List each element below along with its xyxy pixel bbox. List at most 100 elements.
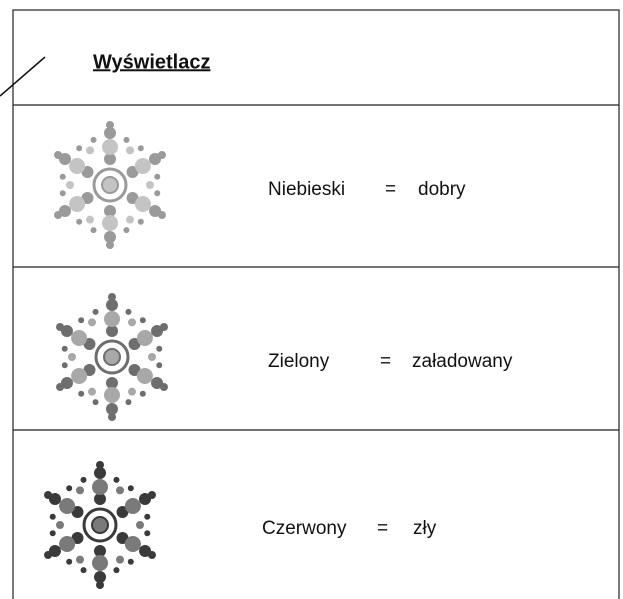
- flake-dot: [59, 536, 76, 552]
- flake-dot: [61, 362, 68, 369]
- flake-dot: [96, 581, 104, 589]
- flake-dot: [86, 146, 94, 155]
- flake-dot: [147, 491, 156, 499]
- equals-sign: =: [377, 518, 388, 539]
- flake-dot: [104, 127, 116, 139]
- flake-dot: [128, 387, 136, 396]
- flake-dot: [106, 377, 118, 389]
- flake-dot: [127, 558, 134, 565]
- flake-dot: [90, 227, 97, 234]
- flake-dot: [80, 567, 87, 574]
- flake-dot: [157, 151, 166, 159]
- flake-dot: [78, 390, 85, 397]
- equals-sign: =: [380, 351, 391, 372]
- flake-dot: [106, 325, 118, 337]
- flake-dot: [126, 215, 134, 224]
- flake-dot: [58, 205, 71, 217]
- rows: Niebieski = dobry Zielony = załadowany Czerwon…: [44, 121, 513, 589]
- flake-dot: [94, 493, 106, 505]
- flake-dot: [49, 513, 56, 520]
- flake-dot: [58, 153, 71, 165]
- flake-dot: [94, 545, 106, 557]
- flake-dot: [156, 362, 163, 369]
- flake-dot: [134, 196, 151, 212]
- flake-dot: [146, 181, 154, 189]
- flake-dot: [94, 571, 106, 583]
- snowflake-icon: [54, 121, 166, 249]
- flake-dot: [56, 383, 65, 391]
- flake-dot: [48, 545, 61, 557]
- flake-dot: [104, 153, 116, 165]
- flake-core: [91, 516, 109, 534]
- flake-dot: [60, 377, 73, 389]
- flake-dot: [44, 551, 53, 559]
- flake-dot: [92, 555, 108, 571]
- flake-ring: [92, 167, 128, 203]
- flake-dot: [106, 121, 114, 129]
- flake-dot: [94, 467, 106, 479]
- flake-ring: [94, 339, 130, 375]
- flake-dot: [104, 311, 120, 327]
- flake-dot: [136, 330, 153, 346]
- flake-dot: [126, 146, 134, 155]
- snowflake-icon: [56, 293, 168, 421]
- flake-dot: [123, 136, 130, 143]
- flake-dot: [48, 493, 61, 505]
- flake-dot: [106, 403, 118, 415]
- flake-dot: [108, 293, 116, 301]
- flake-dot: [116, 555, 124, 564]
- flake-dot: [154, 190, 161, 197]
- flake-dot: [104, 205, 116, 217]
- flake-dot: [124, 498, 141, 514]
- flake-dot: [151, 325, 164, 337]
- flake-dot: [59, 498, 76, 514]
- status-meaning: dobry: [418, 179, 466, 200]
- flake-dot: [86, 215, 94, 224]
- flake-dot: [123, 227, 130, 234]
- flake-dot: [80, 476, 87, 483]
- flake-dot: [66, 485, 73, 492]
- flake-dot: [139, 390, 146, 397]
- flake-ring: [82, 507, 118, 543]
- flake-dot: [137, 145, 144, 152]
- flake-dot: [61, 345, 68, 352]
- flake-dot: [106, 299, 118, 311]
- flake-dot: [149, 153, 162, 165]
- flake-dot: [157, 211, 166, 219]
- flake-dot: [159, 383, 168, 391]
- callout-line: [0, 56, 46, 97]
- status-meaning: załadowany: [412, 351, 513, 372]
- flake-dot: [66, 558, 73, 565]
- flake-dot: [69, 196, 86, 212]
- flake-dot: [149, 205, 162, 217]
- snowflake-icon: [44, 461, 156, 589]
- flake-dot: [69, 158, 86, 174]
- flake-core: [101, 176, 119, 194]
- flake-dot: [71, 330, 88, 346]
- flake-dot: [134, 158, 151, 174]
- flake-dot: [144, 530, 151, 537]
- equals-sign: =: [385, 179, 396, 200]
- flake-dot: [125, 308, 132, 315]
- flake-dot: [90, 136, 97, 143]
- flake-dot: [137, 218, 144, 225]
- flake-dot: [44, 491, 53, 499]
- flake-dot: [59, 190, 66, 197]
- flake-dot: [76, 486, 84, 495]
- flake-dot: [128, 318, 136, 327]
- flake-dot: [88, 387, 96, 396]
- flake-dot: [148, 353, 156, 361]
- flake-dot: [54, 151, 63, 159]
- flake-dot: [92, 399, 99, 406]
- flake-dot: [59, 173, 66, 180]
- flake-dot: [154, 173, 161, 180]
- flake-dot: [76, 218, 83, 225]
- flake-dot: [76, 145, 83, 152]
- flake-dot: [102, 139, 118, 155]
- flake-dot: [92, 308, 99, 315]
- flake-dot: [106, 241, 114, 249]
- flake-dot: [136, 368, 153, 384]
- flake-dot: [144, 513, 151, 520]
- flake-dot: [60, 325, 73, 337]
